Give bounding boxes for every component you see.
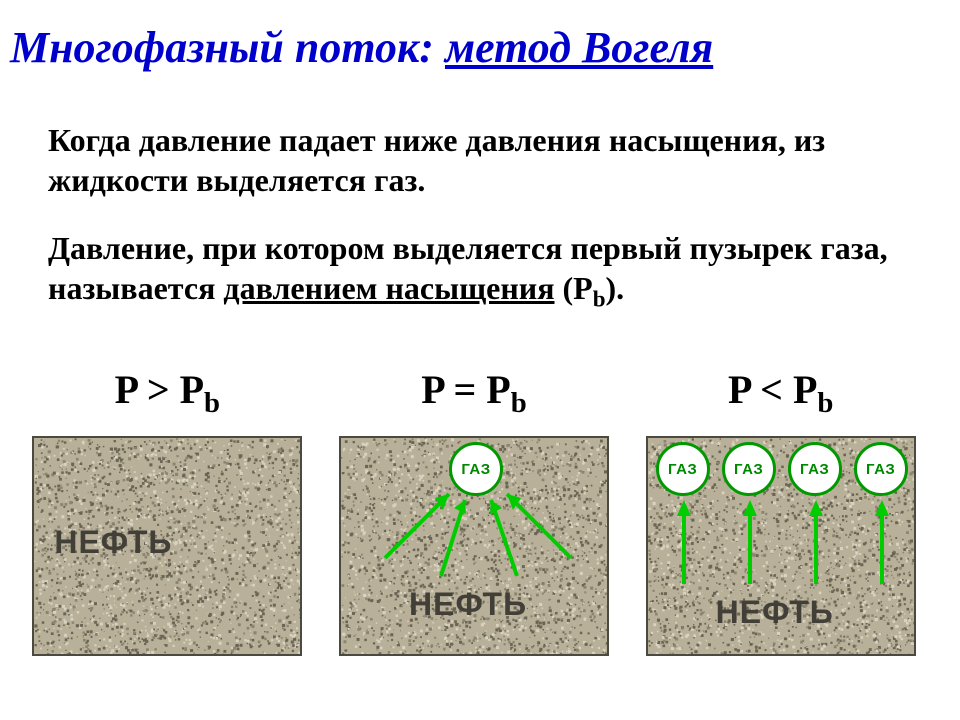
panel-1: P > Pb НЕФТЬ <box>28 366 307 656</box>
panel-3: P < Pb ГАЗ ГАЗ ГАЗ ГАЗ НЕФТЬ <box>641 366 920 656</box>
panels-row: P > Pb НЕФТЬ P = Pb <box>28 366 920 656</box>
title-link: метод Вогеля <box>445 23 713 72</box>
panel-2-condition: P = Pb <box>421 366 526 420</box>
panel-1-box: НЕФТЬ <box>32 436 302 656</box>
oil-label-2: НЕФТЬ <box>409 586 527 623</box>
panel-3-box: ГАЗ ГАЗ ГАЗ ГАЗ НЕФТЬ <box>646 436 916 656</box>
paragraph-1: Когда давление падает ниже давления насы… <box>48 120 920 200</box>
title-prefix: Многофазный поток: <box>10 23 445 72</box>
panel-1-condition: P > Pb <box>115 366 220 420</box>
gas-bubble: ГАЗ <box>656 442 710 496</box>
gas-bubble: ГАЗ <box>722 442 776 496</box>
panel-3-condition: P < Pb <box>728 366 833 420</box>
slide-title: Многофазный поток: метод Вогеля <box>10 22 713 73</box>
gas-bubble: ГАЗ <box>788 442 842 496</box>
gas-bubble: ГАЗ <box>854 442 908 496</box>
oil-label-3: НЕФТЬ <box>716 594 834 631</box>
paragraph-2: Давление, при котором выделяется первый … <box>48 228 920 313</box>
oil-label-1: НЕФТЬ <box>54 524 172 561</box>
panel-2-box: ГАЗ НЕФТЬ <box>339 436 609 656</box>
gas-bubble: ГАЗ <box>449 442 503 496</box>
panel-2: P = Pb ГАЗ НЕФТЬ <box>335 366 614 656</box>
